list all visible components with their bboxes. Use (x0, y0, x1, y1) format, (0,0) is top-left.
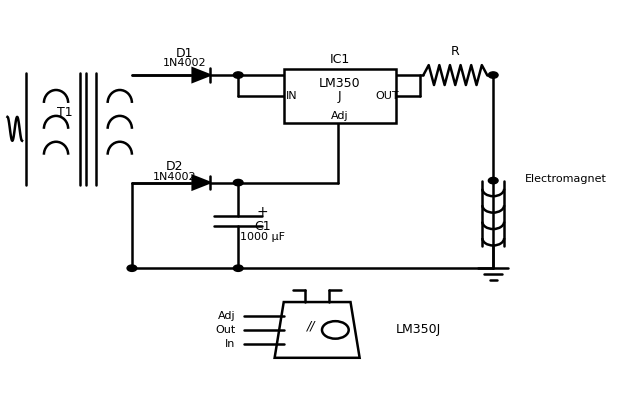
Text: //: // (307, 320, 315, 332)
Text: D2: D2 (166, 160, 183, 173)
Text: 1000 μF: 1000 μF (240, 232, 285, 242)
Text: LM350J: LM350J (396, 324, 441, 336)
Text: OUT: OUT (375, 91, 399, 101)
Text: Adj: Adj (331, 111, 348, 121)
Text: IC1: IC1 (329, 53, 350, 66)
Text: LM350: LM350 (319, 77, 361, 90)
Circle shape (488, 72, 498, 78)
Text: J: J (338, 90, 341, 103)
Text: Out: Out (215, 325, 235, 335)
Circle shape (233, 72, 243, 78)
Text: +: + (257, 205, 268, 219)
Polygon shape (192, 176, 209, 189)
Circle shape (233, 179, 243, 186)
Text: Adj: Adj (217, 311, 235, 321)
Text: T1: T1 (58, 106, 73, 119)
Text: Electromagnet: Electromagnet (525, 174, 607, 184)
Polygon shape (192, 68, 209, 82)
Text: 1N4002: 1N4002 (152, 172, 196, 182)
Circle shape (233, 265, 243, 271)
Circle shape (488, 177, 498, 184)
Text: R: R (451, 45, 460, 58)
Text: IN: IN (286, 91, 298, 101)
Text: C1: C1 (254, 220, 271, 233)
Circle shape (127, 265, 137, 271)
Text: 1N4002: 1N4002 (163, 58, 207, 68)
Bar (284, 69, 396, 123)
Text: In: In (225, 339, 235, 349)
Text: D1: D1 (176, 47, 194, 60)
